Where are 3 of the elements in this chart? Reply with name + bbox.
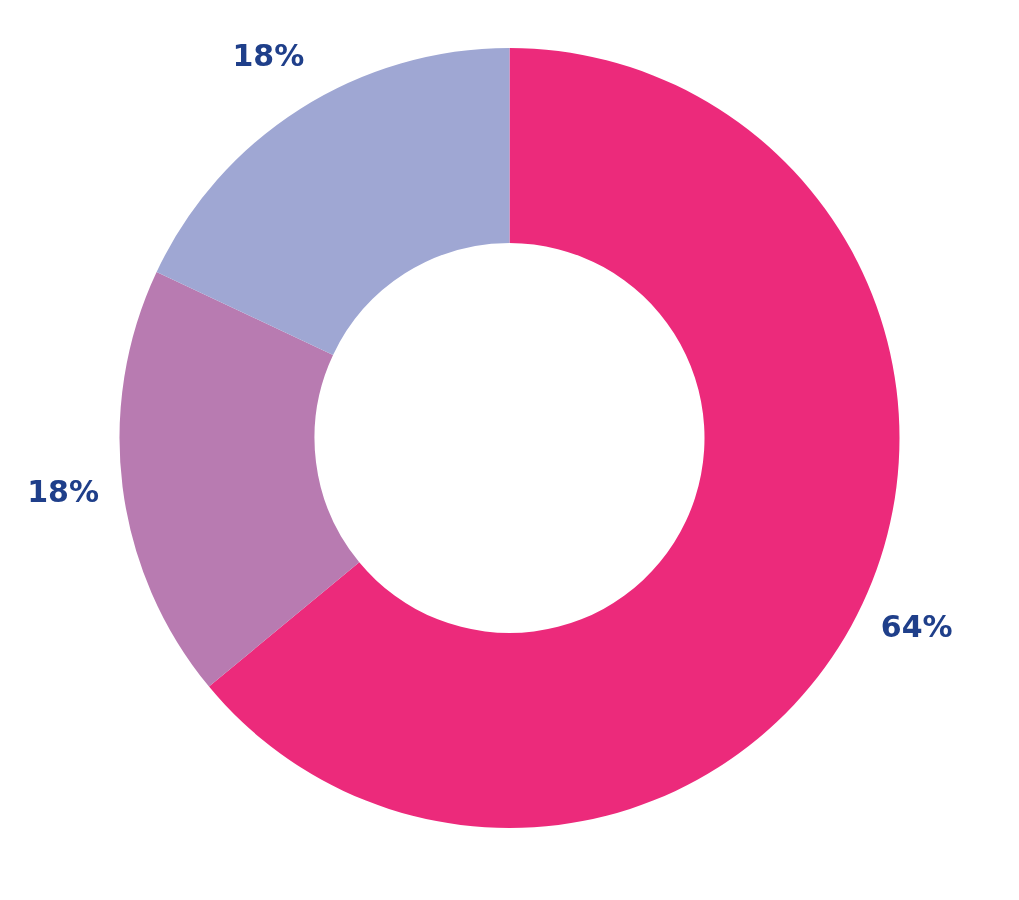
data-label: 64% <box>880 609 953 645</box>
data-label: 18% <box>232 37 305 73</box>
data-label: 18% <box>27 474 99 510</box>
